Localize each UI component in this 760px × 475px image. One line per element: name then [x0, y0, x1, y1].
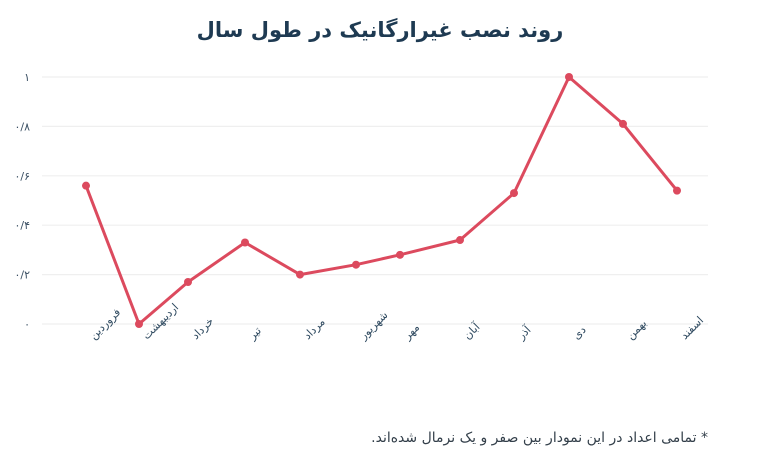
x-tick-label: اسفند: [678, 314, 706, 342]
chart-title: روند نصب غیرارگانیک در طول سال: [196, 18, 564, 42]
gridlines: [42, 76, 708, 325]
data-point: [296, 270, 304, 279]
line-chart: ۰۰/۲۰/۴۰/۶۰/۸۱ فروردین اردیبهشت خرداد تیر مر…: [14, 71, 708, 343]
series-line: [84, 75, 679, 326]
y-axis-labels: ۰ ۰/۲ ۰/۴ ۰/۶ ۰/۸ ۱: [14, 71, 30, 331]
data-point: [510, 189, 518, 198]
data-point: [352, 260, 360, 269]
data-point: [673, 186, 681, 195]
data-point: [241, 238, 249, 247]
x-tick-label: دی: [570, 323, 589, 342]
data-point: [184, 278, 192, 287]
x-tick-label: آبان: [460, 319, 483, 342]
y-tick-label: ۰/۲: [14, 269, 30, 282]
data-point: [82, 181, 90, 190]
data-point: [565, 73, 573, 81]
data-points: [82, 73, 681, 328]
data-point: [135, 320, 143, 328]
data-point: [619, 119, 627, 128]
y-tick-label: ۰: [24, 318, 30, 331]
x-tick-label: آذر: [514, 322, 535, 343]
y-tick-label: ۱: [24, 71, 30, 84]
x-tick-label: مرداد: [301, 315, 328, 342]
y-tick-label: ۰/۶: [14, 170, 30, 183]
x-tick-label: خرداد: [189, 315, 216, 342]
x-axis-labels: فروردین اردیبهشت خرداد تیر مرداد شهریور مهر آبا…: [87, 301, 706, 343]
x-tick-label: تیر: [245, 324, 264, 343]
data-point: [396, 250, 404, 259]
y-tick-label: ۰/۸: [14, 120, 30, 133]
footnote: * تمامی اعداد در این نمودار بین صفر و یک…: [371, 430, 708, 446]
x-tick-label: بهمن: [624, 317, 649, 342]
x-tick-label: شهریور: [356, 309, 390, 343]
data-point: [456, 236, 464, 245]
y-tick-label: ۰/۴: [14, 219, 30, 232]
